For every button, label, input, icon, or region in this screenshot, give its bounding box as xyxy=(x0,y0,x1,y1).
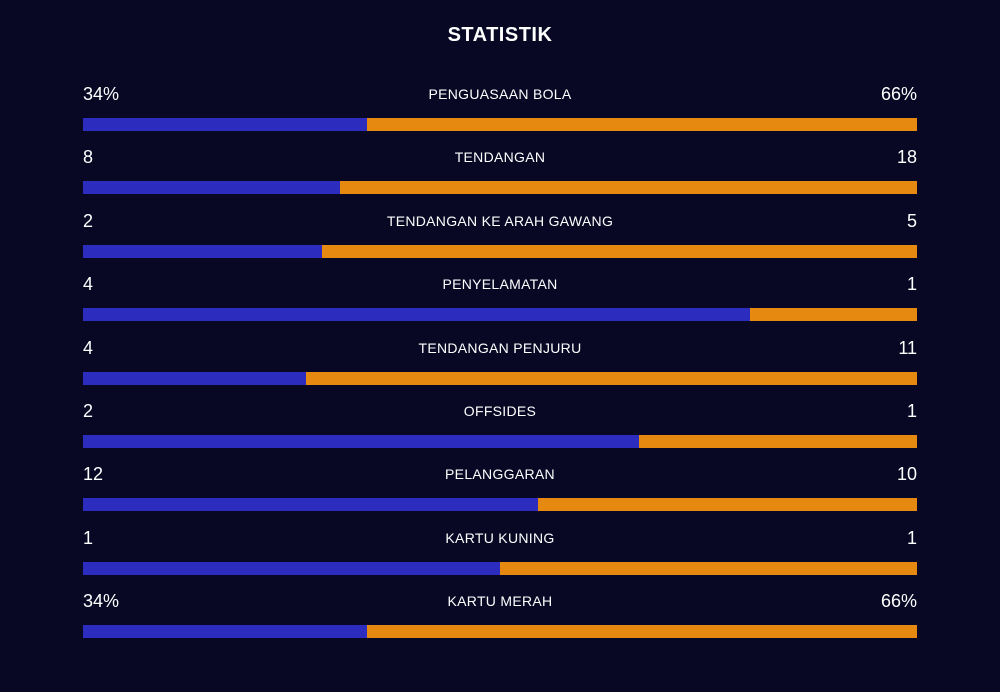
away-bar-segment xyxy=(366,625,917,639)
comparison-bar xyxy=(83,434,917,448)
away-value: 1 xyxy=(906,400,917,421)
home-value: 4 xyxy=(83,337,94,358)
stat-label: OFFSIDES xyxy=(463,402,537,419)
stat-label: KARTU KUNING xyxy=(445,529,555,546)
comparison-bar xyxy=(83,625,917,639)
home-bar-segment xyxy=(83,561,500,575)
home-bar-segment xyxy=(83,181,340,195)
home-bar-segment xyxy=(83,118,367,131)
stat-row: 2 TENDANGAN KE ARAH GAWANG 5 xyxy=(83,207,917,270)
away-bar-segment xyxy=(339,181,917,195)
stat-label: PENYELAMATAN xyxy=(442,276,558,293)
away-value: 1 xyxy=(906,274,917,295)
comparison-bar xyxy=(83,498,917,512)
away-bar-segment xyxy=(305,371,917,385)
away-value: 11 xyxy=(898,337,917,358)
home-bar-segment xyxy=(83,434,640,448)
away-value: 1 xyxy=(906,527,917,548)
stat-row: 4 TENDANGAN PENJURU 11 xyxy=(83,334,917,397)
stat-label: TENDANGAN KE ARAH GAWANG xyxy=(386,212,614,229)
home-value: 12 xyxy=(83,464,104,485)
home-bar-segment xyxy=(83,371,306,385)
home-value: 2 xyxy=(83,210,94,231)
home-value: 8 xyxy=(83,147,94,168)
stat-row: 34% KARTU MERAH 66% xyxy=(83,587,917,650)
home-bar-segment xyxy=(83,244,322,258)
away-value: 18 xyxy=(896,147,917,168)
stat-label: PENGUASAAN BOLA xyxy=(428,86,572,102)
away-bar-segment xyxy=(639,434,917,448)
stat-label: TENDANGAN PENJURU xyxy=(418,339,582,356)
comparison-bar xyxy=(83,181,917,195)
home-bar-segment xyxy=(83,308,751,322)
stat-label: TENDANGAN xyxy=(454,149,546,166)
comparison-bar xyxy=(83,371,917,385)
away-bar-segment xyxy=(321,244,917,258)
away-bar-segment xyxy=(537,498,917,512)
away-value: 66% xyxy=(880,84,917,104)
away-value: 5 xyxy=(906,210,917,231)
stats-title: STATISTIK xyxy=(447,24,553,46)
comparison-bar xyxy=(83,308,917,322)
away-bar-segment xyxy=(750,308,917,322)
away-bar-segment xyxy=(366,118,917,131)
stat-row: 12 PELANGGARAN 10 xyxy=(83,460,917,523)
home-value: 34% xyxy=(83,591,120,612)
stat-row: 34% PENGUASAAN BOLA 66% xyxy=(83,80,917,143)
comparison-bar xyxy=(83,118,917,131)
comparison-bar xyxy=(83,561,917,575)
stat-label: KARTU MERAH xyxy=(447,593,553,610)
stats-list: 34% PENGUASAAN BOLA 66% 8 TENDANGAN 18 2 TENDAN… xyxy=(83,80,917,651)
home-value: 4 xyxy=(83,274,94,295)
home-value: 1 xyxy=(83,527,94,548)
stat-row: 8 TENDANGAN 18 xyxy=(83,143,917,206)
home-bar-segment xyxy=(83,498,538,512)
away-bar-segment xyxy=(500,561,917,575)
stat-row: 4 PENYELAMATAN 1 xyxy=(83,270,917,333)
home-value: 2 xyxy=(83,400,94,421)
comparison-bar xyxy=(83,244,917,258)
stat-row: 2 OFFSIDES 1 xyxy=(83,397,917,460)
away-value: 10 xyxy=(896,464,917,485)
away-value: 66% xyxy=(880,591,917,612)
home-bar-segment xyxy=(83,625,367,639)
stat-row: 1 KARTU KUNING 1 xyxy=(83,524,917,587)
stat-label: PELANGGARAN xyxy=(445,466,555,483)
home-value: 34% xyxy=(83,84,120,104)
